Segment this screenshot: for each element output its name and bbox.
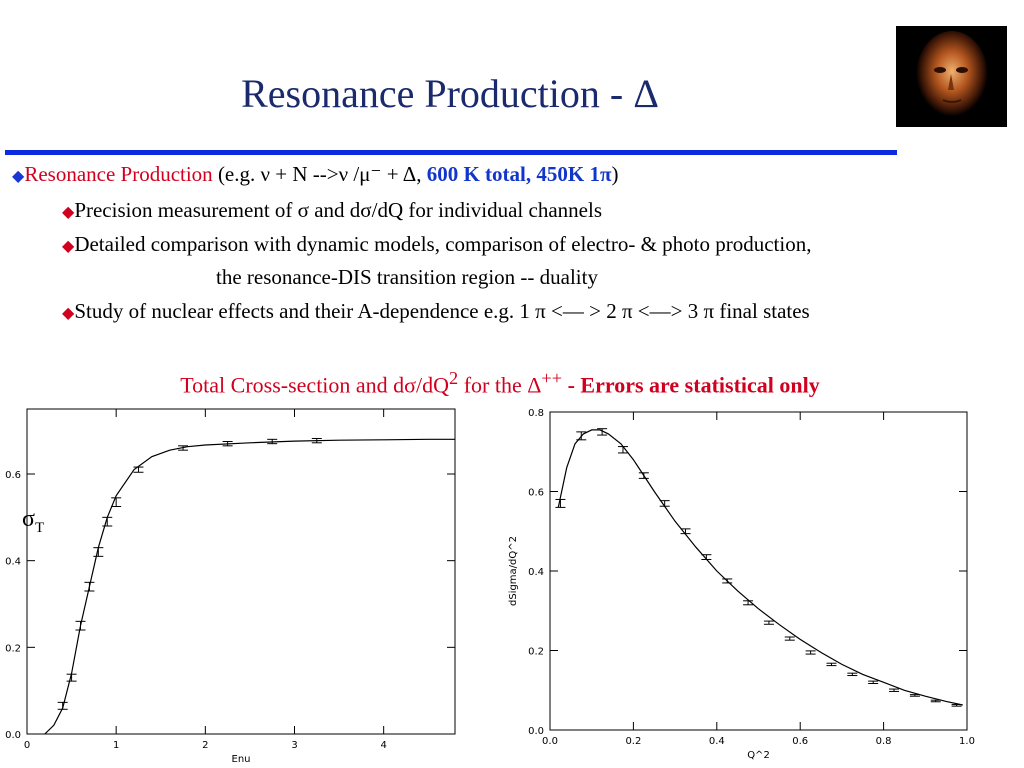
- enu-data-point: [178, 445, 189, 451]
- q2-x-tick-label: 0.2: [625, 736, 641, 747]
- sub-bullet-nuclear: ◆Study of nuclear effects and their A-de…: [62, 299, 810, 324]
- enu-x-tick-label: 4: [380, 740, 386, 751]
- enu-data-point: [93, 547, 104, 557]
- enu-data-point: [133, 466, 144, 473]
- q2-x-tick-label: 0.6: [792, 736, 808, 747]
- q2-data-point: [909, 694, 920, 697]
- diamond-bullet-icon: ◆: [62, 238, 75, 255]
- slide-title: Resonance Production - Δ: [241, 71, 659, 116]
- q2-data-point: [826, 662, 837, 667]
- enu-data-point: [84, 581, 95, 592]
- enu-data-point: [66, 673, 77, 682]
- enu-data-point: [75, 620, 86, 631]
- diamond-bullet-icon: ◆: [62, 305, 75, 322]
- enu-fit-curve: [44, 438, 455, 735]
- sub-bullet-precision: ◆Precision measurement of σ and dσ/dQ fo…: [62, 198, 602, 223]
- q2-plot-frame: [549, 411, 968, 731]
- q2-y-tick-label: 0.6: [528, 488, 544, 499]
- bullet-lead-text: Resonance Production: [24, 162, 213, 186]
- title-divider: [5, 150, 897, 155]
- enu-y-tick-label: 0.6: [5, 470, 21, 481]
- enu-data-point: [102, 516, 113, 527]
- q2-data-point: [743, 600, 754, 606]
- q2-y-tick-label: 0.4: [528, 567, 544, 578]
- enu-y-tick-label: 0.4: [5, 557, 21, 568]
- sub-bullet-comparison-cont: the resonance-DIS transition region -- d…: [216, 265, 598, 289]
- q2-x-tick-label: 0.4: [709, 736, 725, 747]
- bullet-end-text: ): [611, 162, 619, 186]
- total-cross-section-chart: 0 1 2 3 4 0.0 0.2 0.4 0.6 Enu: [5, 408, 456, 765]
- q2-data-point: [576, 431, 587, 441]
- dsigma-dq2-chart: 0.0 0.2 0.4 0.6 0.8 1.0 0.0 0.2 0.4 0.6 0.8 Q^2 dSig…: [508, 408, 975, 761]
- q2-data-point: [638, 472, 649, 479]
- q2-fit-curve: [557, 429, 963, 706]
- q2-y-tick-label: 0.2: [528, 647, 544, 658]
- bullet-resonance-production: ◆Resonance Production (e.g. ν + N -->ν /…: [12, 162, 618, 187]
- q2-y-tick-label: 0.8: [528, 408, 544, 419]
- diamond-bullet-icon: ◆: [62, 204, 75, 221]
- q2-x-tick-label: 0.8: [876, 736, 892, 747]
- enu-plot-frame: [26, 408, 456, 735]
- enu-data-point: [311, 437, 322, 444]
- q2-data-point: [889, 688, 900, 692]
- enu-x-axis-label: Enu: [232, 754, 251, 765]
- sub-bullet-text: Detailed comparison with dynamic models,…: [74, 232, 812, 256]
- q2-data-point: [847, 672, 858, 677]
- q2-data-point: [951, 704, 962, 707]
- enu-data-point: [111, 497, 122, 507]
- enu-x-tick-label: 1: [113, 740, 119, 751]
- enu-x-tick-label: 0: [24, 740, 30, 751]
- enu-data-point: [57, 701, 68, 710]
- sub-bullet-text: Study of nuclear effects and their A-dep…: [74, 299, 810, 323]
- q2-data-point: [597, 428, 608, 436]
- caption-mid: for the Δ: [458, 372, 542, 398]
- q2-data-point: [617, 446, 628, 454]
- sub-bullet-text: Precision measurement of σ and dσ/dQ for…: [74, 198, 602, 222]
- caption-main: Total Cross-section and dσ/dQ: [180, 372, 450, 398]
- q2-data-point: [680, 528, 691, 535]
- caption-bold: - Errors are statistical only: [562, 372, 820, 398]
- diamond-bullet-icon: ◆: [12, 168, 25, 185]
- enu-y-tick-label: 0.0: [5, 730, 21, 741]
- q2-data-point: [868, 680, 879, 684]
- enu-data-point: [267, 438, 278, 445]
- q2-data-point: [784, 636, 795, 641]
- q2-data-point: [722, 578, 733, 584]
- left-y-axis-label: σT: [22, 506, 44, 537]
- logo-image: [896, 26, 1007, 127]
- sigma-symbol: σ: [22, 506, 35, 532]
- bullet-mid-text: (e.g. ν + N -->ν /μ⁻ + Δ,: [212, 162, 427, 186]
- enu-x-tick-label: 3: [291, 740, 297, 751]
- enu-x-tick-label: 2: [202, 740, 208, 751]
- q2-data-point: [701, 554, 712, 560]
- q2-y-tick-label: 0.0: [528, 726, 544, 737]
- q2-x-tick-label: 1.0: [959, 736, 975, 747]
- q2-data-point: [659, 500, 670, 507]
- sub-bullet-comparison: ◆Detailed comparison with dynamic models…: [62, 232, 811, 257]
- figure-caption: Total Cross-section and dσ/dQ2 for the Δ…: [0, 368, 1000, 398]
- sigma-subscript: T: [34, 519, 45, 536]
- q2-data-point: [930, 699, 941, 703]
- caption-sup: 2: [449, 368, 459, 388]
- q2-data-point: [555, 498, 566, 508]
- enu-data-point: [222, 441, 233, 447]
- caption-sup2: ++: [541, 368, 563, 388]
- q2-x-axis-label: Q^2: [747, 750, 770, 761]
- enu-y-tick-label: 0.2: [5, 643, 21, 654]
- q2-data-point: [763, 620, 774, 625]
- q2-y-axis-label: dSigma/dQ^2: [508, 536, 519, 606]
- bullet-bold-text: 600 K total, 450K 1π: [426, 162, 612, 186]
- q2-data-point: [805, 650, 816, 655]
- q2-x-tick-label: 0.0: [542, 736, 558, 747]
